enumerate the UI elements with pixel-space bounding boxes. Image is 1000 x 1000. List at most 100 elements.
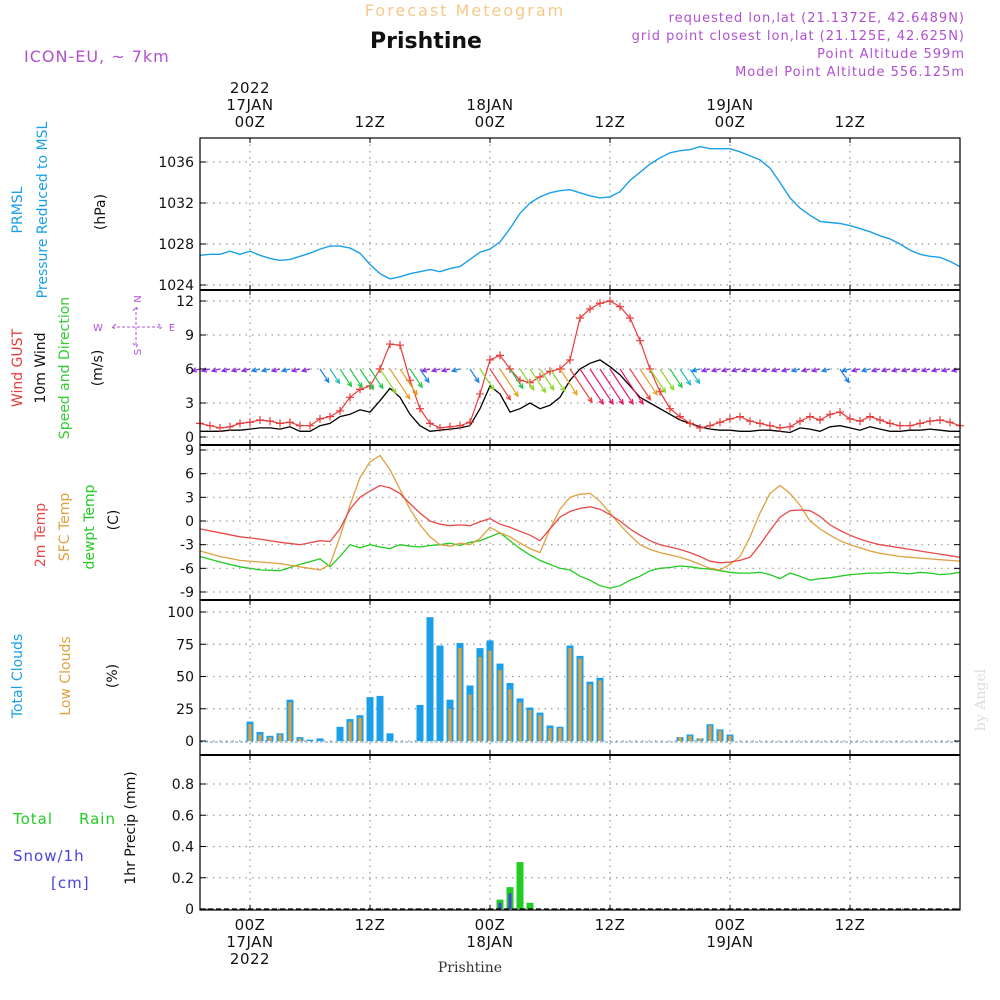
wind-direction-arrow xyxy=(860,367,871,373)
gust-point xyxy=(736,412,744,421)
precip-bar xyxy=(516,862,524,909)
wind-direction-arrow xyxy=(880,367,891,373)
wind-direction-arrow xyxy=(720,367,731,373)
gust-point xyxy=(706,421,714,430)
gust-point xyxy=(606,297,614,305)
y-tick-label: 0.4 xyxy=(172,840,194,856)
y-tick-label: 0.2 xyxy=(172,871,194,887)
low-cloud-bar xyxy=(568,648,572,741)
gust-point xyxy=(276,419,284,428)
wind-direction-arrow xyxy=(440,367,451,373)
meteogram-title: Forecast Meteogram xyxy=(365,1,565,20)
wind-direction-arrow xyxy=(450,367,461,373)
bottom-time-label: 2022 xyxy=(230,950,270,968)
wind-direction-arrow xyxy=(329,368,341,385)
gust-point xyxy=(656,387,664,396)
y-tick-label: 25 xyxy=(176,702,194,718)
gust-point xyxy=(906,421,914,430)
wind-direction-arrow xyxy=(250,367,261,373)
gust-point xyxy=(356,385,364,394)
low-cloud-bar xyxy=(558,728,562,741)
compass-w: W xyxy=(93,323,103,334)
bottom-time-label: 12Z xyxy=(355,916,386,934)
wind-direction-arrow xyxy=(270,367,281,373)
requested-coords: requested lon,lat (21.1372E, 42.6489N) xyxy=(669,11,965,26)
wind-direction-arrow xyxy=(389,368,411,400)
wind-direction-arrow xyxy=(840,367,851,373)
gust-point xyxy=(616,302,624,311)
wind-direction-arrow xyxy=(280,367,291,373)
gust-point xyxy=(346,393,354,402)
low-cloud-bar xyxy=(688,735,692,741)
gust-point xyxy=(416,404,424,413)
temp-2m-label: 2m Temp xyxy=(33,503,49,567)
y-tick-label: 3 xyxy=(185,490,194,506)
low-cloud-bar xyxy=(268,737,272,741)
pressure-label: PRMSL xyxy=(10,186,26,233)
low-cloud-bar xyxy=(678,737,682,741)
total-cloud-bar xyxy=(366,697,374,741)
gust-point xyxy=(586,304,594,313)
bottom-time-label: 00Z xyxy=(475,916,506,934)
gust-point xyxy=(746,417,754,426)
temp-2m-line xyxy=(199,484,961,564)
gust-point xyxy=(436,423,444,432)
gust-point xyxy=(926,417,934,426)
wind-direction-arrow xyxy=(730,367,741,373)
gust-point xyxy=(496,351,504,360)
precip-bar xyxy=(526,902,534,910)
wind-direction-arrow xyxy=(290,367,301,373)
wind-direction-arrow xyxy=(800,367,811,373)
dewpoint-label: dewpt Temp xyxy=(82,484,98,569)
wind-direction-arrow xyxy=(430,367,441,373)
y-tick-label: 0 xyxy=(185,430,194,446)
wind-direction-arrow xyxy=(319,368,330,384)
cloud-unit: (%) xyxy=(105,664,121,688)
y-tick-label: 9 xyxy=(185,443,194,459)
gust-point xyxy=(426,419,434,428)
gust-point xyxy=(336,406,344,415)
gust-point xyxy=(546,367,554,376)
wind-direction-arrow xyxy=(940,367,951,373)
y-tick-label: 0 xyxy=(185,734,194,750)
wind-direction-arrow xyxy=(479,368,495,391)
wind-direction-arrow xyxy=(409,368,423,389)
low-cloud-bar xyxy=(478,657,482,741)
wind-direction-arrow xyxy=(619,368,644,406)
wind-direction-arrow xyxy=(950,367,961,373)
wind-direction-arrow xyxy=(369,368,384,390)
bottom-time-label: 18JAN xyxy=(466,933,513,951)
total-cloud-bar xyxy=(376,695,384,741)
wind-direction-arrow xyxy=(349,368,363,389)
gust-point xyxy=(726,414,734,423)
top-time-label: 2022 xyxy=(230,79,270,97)
wind-direction-arrow xyxy=(359,368,375,391)
wind-direction-arrow xyxy=(589,368,614,406)
bottom-time-label: 19JAN xyxy=(706,933,753,951)
panel-frame xyxy=(199,754,961,911)
gust-point xyxy=(816,416,824,424)
top-time-label: 12Z xyxy=(355,113,386,131)
y-tick-label: 0.6 xyxy=(172,808,194,824)
wind-direction-arrow xyxy=(300,367,311,373)
total-cloud-bar xyxy=(306,739,314,741)
snow-bar xyxy=(498,902,502,910)
low-cloud-bar xyxy=(458,648,462,741)
gust-point xyxy=(306,421,314,430)
gust-point xyxy=(776,423,784,432)
point-altitude: Point Altitude 599m xyxy=(817,47,965,62)
total-cloud-bar xyxy=(386,733,394,741)
gust-point xyxy=(456,421,464,430)
gust-point xyxy=(786,422,794,431)
wind-direction-arrow xyxy=(639,368,658,396)
total-clouds-label: Total Clouds xyxy=(10,634,26,719)
y-tick-label: 6 xyxy=(185,467,194,483)
wind-direction-arrow xyxy=(579,368,604,406)
gust-point xyxy=(796,417,804,426)
low-cloud-bar xyxy=(258,734,262,741)
gust-point xyxy=(636,336,644,345)
wind-direction-arrow xyxy=(850,367,861,373)
gust-point xyxy=(256,416,264,424)
gust-point xyxy=(826,410,834,419)
wind-direction-arrow xyxy=(770,367,781,373)
